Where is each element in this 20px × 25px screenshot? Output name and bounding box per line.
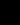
Text: Fig. 2: Fig. 2 [0,0,20,25]
